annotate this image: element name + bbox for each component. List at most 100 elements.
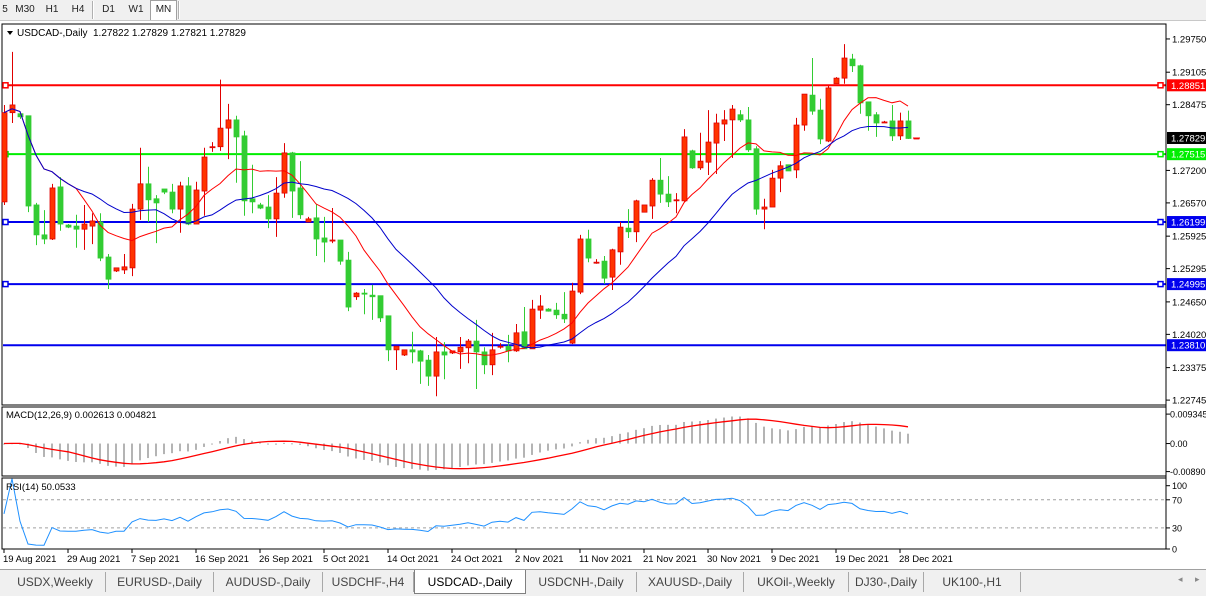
candle xyxy=(209,146,216,149)
line-anchor-icon xyxy=(1157,218,1164,226)
candle xyxy=(289,152,296,192)
candle xyxy=(377,295,384,319)
price-line-label-box xyxy=(1167,216,1206,229)
price-axis-label: 1.29105 xyxy=(1172,68,1206,79)
scroll-right-icon[interactable]: ▸ xyxy=(1195,574,1200,584)
macd-histogram-bar xyxy=(563,443,565,449)
candle xyxy=(457,346,464,353)
timeframe-toolbar: 5 M30 H1 H4 D1 W1 MN xyxy=(0,0,1206,21)
macd-histogram-bar xyxy=(827,425,829,444)
macd-histogram-bar xyxy=(659,424,661,444)
candle xyxy=(57,186,64,225)
candle xyxy=(249,198,256,203)
price-chart[interactable]: USDCAD-,Daily 1.27822 1.27829 1.27821 1.2… xyxy=(0,21,1206,568)
candle xyxy=(465,340,472,349)
candle xyxy=(777,165,784,179)
chart-title: USDCAD-,Daily xyxy=(17,28,88,39)
tab-eurusd-daily[interactable]: EURUSD-,Daily xyxy=(106,572,214,592)
slow-moving-average-line xyxy=(3,108,909,349)
price-axis-label: 1.25295 xyxy=(1172,264,1206,275)
candle xyxy=(841,57,848,79)
macd-axis-label: 0.009345 xyxy=(1170,410,1206,420)
macd-histogram-bar xyxy=(699,421,701,444)
date-axis-label: 30 Nov 2021 xyxy=(707,554,761,565)
date-axis-label: 16 Sep 2021 xyxy=(195,554,249,565)
scroll-left-icon[interactable]: ◂ xyxy=(1178,574,1183,584)
macd-histogram-bar xyxy=(387,443,389,466)
timeframe-d1-button[interactable]: D1 xyxy=(102,4,115,15)
line-anchor-icon xyxy=(2,82,9,89)
timeframe-w1-button[interactable]: W1 xyxy=(128,4,144,15)
candle xyxy=(329,239,336,242)
date-axis-label: 7 Sep 2021 xyxy=(131,554,180,565)
tab-ukoil-weekly[interactable]: UKOil-,Weekly xyxy=(744,572,849,592)
rsi-axis-label: 0 xyxy=(1172,545,1177,555)
main-pane xyxy=(1,23,1167,406)
macd-histogram-bar xyxy=(507,443,509,461)
date-axis-label: 14 Oct 2021 xyxy=(387,554,439,565)
candle xyxy=(537,305,544,311)
candle xyxy=(345,259,352,308)
candle xyxy=(201,156,208,192)
macd-axis-label: 0.00 xyxy=(1170,439,1188,449)
candle xyxy=(801,93,808,126)
macd-histogram-bar xyxy=(91,443,93,463)
collapse-triangle-icon xyxy=(7,31,13,35)
tab-usdchf-h4[interactable]: USDCHF-,H4 xyxy=(323,572,414,592)
candle xyxy=(673,199,680,202)
candle xyxy=(705,141,712,163)
macd-histogram-bar xyxy=(739,416,741,444)
price-line-label-box xyxy=(1167,339,1206,352)
date-axis-label: 2 Nov 2021 xyxy=(515,554,564,565)
tab-usdx-weekly[interactable]: USDX,Weekly xyxy=(5,572,106,592)
date-axis-label: 11 Nov 2021 xyxy=(579,554,632,565)
date-axis-label: 21 Nov 2021 xyxy=(643,554,697,565)
candle xyxy=(833,77,840,85)
candle xyxy=(369,294,376,298)
macd-histogram-bar xyxy=(747,418,749,444)
timeframe-h4-button[interactable]: H4 xyxy=(71,4,85,15)
candle xyxy=(89,220,96,227)
macd-histogram-bar xyxy=(3,443,5,445)
candle xyxy=(81,223,88,230)
macd-histogram-bar xyxy=(403,443,405,469)
timeframe-m15-button[interactable]: 5 xyxy=(2,4,8,15)
price-line-label: 1.24995 xyxy=(1171,280,1205,291)
tab-uk100-h1[interactable]: UK100-,H1 xyxy=(924,572,1021,592)
macd-histogram-bar xyxy=(35,443,37,453)
macd-histogram-bar xyxy=(59,443,61,460)
macd-histogram-bar xyxy=(219,440,221,444)
line-anchor-icon xyxy=(1157,280,1164,288)
tab-dj30-daily[interactable]: DJ30-,Daily xyxy=(849,572,924,592)
macd-histogram-bar xyxy=(43,443,45,457)
macd-histogram-bar xyxy=(499,443,501,462)
date-axis-label: 24 Oct 2021 xyxy=(451,554,503,565)
rsi-label: RSI(14) 50.0533 xyxy=(6,482,76,493)
candle xyxy=(1,112,8,203)
date-axis-label: 9 Dec 2021 xyxy=(771,554,820,565)
tab-audusd-daily[interactable]: AUDUSD-,Daily xyxy=(214,572,323,592)
macd-histogram-bar xyxy=(875,426,877,444)
macd-histogram-bar xyxy=(155,443,157,457)
candle xyxy=(857,65,864,104)
macd-histogram-bar xyxy=(203,443,205,447)
candle xyxy=(217,127,224,148)
timeframe-m30-button[interactable]: M30 xyxy=(15,4,35,15)
timeframe-mn-button[interactable]: MN xyxy=(150,0,177,20)
macd-histogram-bar xyxy=(763,426,765,444)
candle xyxy=(817,109,824,140)
price-axis-label: 1.28475 xyxy=(1172,100,1206,111)
tab-xauusd-daily[interactable]: XAUUSD-,Daily xyxy=(637,572,744,592)
candle xyxy=(609,249,616,278)
timeframe-h1-button[interactable]: H1 xyxy=(45,4,59,15)
candle xyxy=(409,349,416,353)
macd-histogram-bar xyxy=(707,420,709,444)
candle xyxy=(113,267,120,272)
candle xyxy=(665,193,672,203)
tab-usdcnh-daily[interactable]: USDCNH-,Daily xyxy=(526,572,637,592)
tab-usdcad-daily[interactable]: USDCAD-,Daily xyxy=(414,570,526,594)
macd-histogram-bar xyxy=(291,443,293,445)
macd-histogram-bar xyxy=(235,436,237,444)
candle xyxy=(185,185,192,225)
macd-histogram-bar xyxy=(99,443,101,464)
